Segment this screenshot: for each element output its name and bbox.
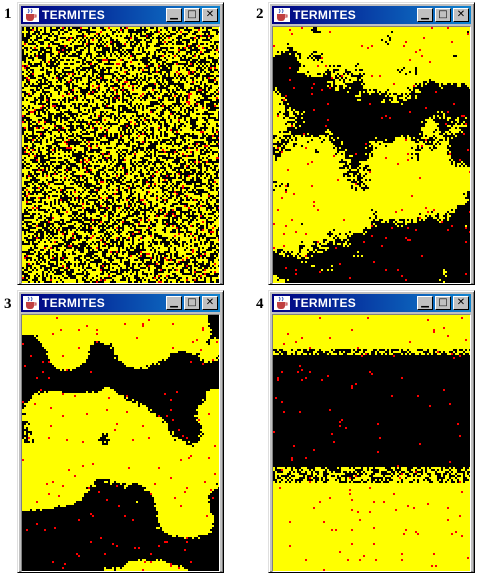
panel-number-4: 4 [256, 296, 264, 312]
minimize-icon: ▁ [170, 9, 178, 20]
minimize-button[interactable]: ▁ [166, 296, 182, 310]
maximize-button[interactable]: □ [184, 8, 200, 22]
java-cup-icon [274, 296, 290, 310]
minimize-icon: ▁ [421, 297, 429, 308]
java-cup-icon [274, 8, 290, 22]
maximize-icon: □ [438, 9, 448, 20]
termite-field-2 [272, 26, 471, 284]
close-icon: ✕ [456, 9, 466, 20]
maximize-button[interactable]: □ [184, 296, 200, 310]
window-titlebar[interactable]: TERMITES ▁ □ ✕ [21, 294, 220, 312]
java-cup-icon [23, 296, 39, 310]
window-title: TERMITES [42, 8, 106, 22]
minimize-icon: ▁ [170, 297, 178, 308]
maximize-icon: □ [187, 9, 197, 20]
close-icon: ✕ [456, 297, 466, 308]
termites-window-4: TERMITES ▁ □ ✕ [268, 290, 475, 573]
minimize-button[interactable]: ▁ [166, 8, 182, 22]
close-button[interactable]: ✕ [202, 8, 218, 22]
simulation-canvas [22, 315, 219, 571]
termites-window-1: TERMITES ▁ □ ✕ [17, 2, 224, 285]
window-title: TERMITES [42, 296, 106, 310]
simulation-canvas [273, 27, 470, 283]
minimize-button[interactable]: ▁ [417, 296, 433, 310]
window-title: TERMITES [293, 8, 357, 22]
window-title: TERMITES [293, 296, 357, 310]
minimize-icon: ▁ [421, 9, 429, 20]
termite-field-4 [272, 314, 471, 572]
java-cup-icon [23, 8, 39, 22]
close-icon: ✕ [205, 9, 215, 20]
termites-window-3: TERMITES ▁ □ ✕ [17, 290, 224, 573]
window-titlebar[interactable]: TERMITES ▁ □ ✕ [272, 6, 471, 24]
close-button[interactable]: ✕ [453, 296, 469, 310]
termites-window-2: TERMITES ▁ □ ✕ [268, 2, 475, 285]
termite-field-3 [21, 314, 220, 572]
close-button[interactable]: ✕ [202, 296, 218, 310]
termite-field-1 [21, 26, 220, 284]
window-titlebar[interactable]: TERMITES ▁ □ ✕ [272, 294, 471, 312]
panel-number-1: 1 [4, 6, 12, 22]
simulation-canvas [22, 27, 219, 283]
panel-number-3: 3 [4, 296, 12, 312]
maximize-icon: □ [438, 297, 448, 308]
panel-number-2: 2 [256, 6, 264, 22]
maximize-icon: □ [187, 297, 197, 308]
minimize-button[interactable]: ▁ [417, 8, 433, 22]
maximize-button[interactable]: □ [435, 8, 451, 22]
close-icon: ✕ [205, 297, 215, 308]
maximize-button[interactable]: □ [435, 296, 451, 310]
window-titlebar[interactable]: TERMITES ▁ □ ✕ [21, 6, 220, 24]
close-button[interactable]: ✕ [453, 8, 469, 22]
simulation-canvas [273, 315, 470, 571]
